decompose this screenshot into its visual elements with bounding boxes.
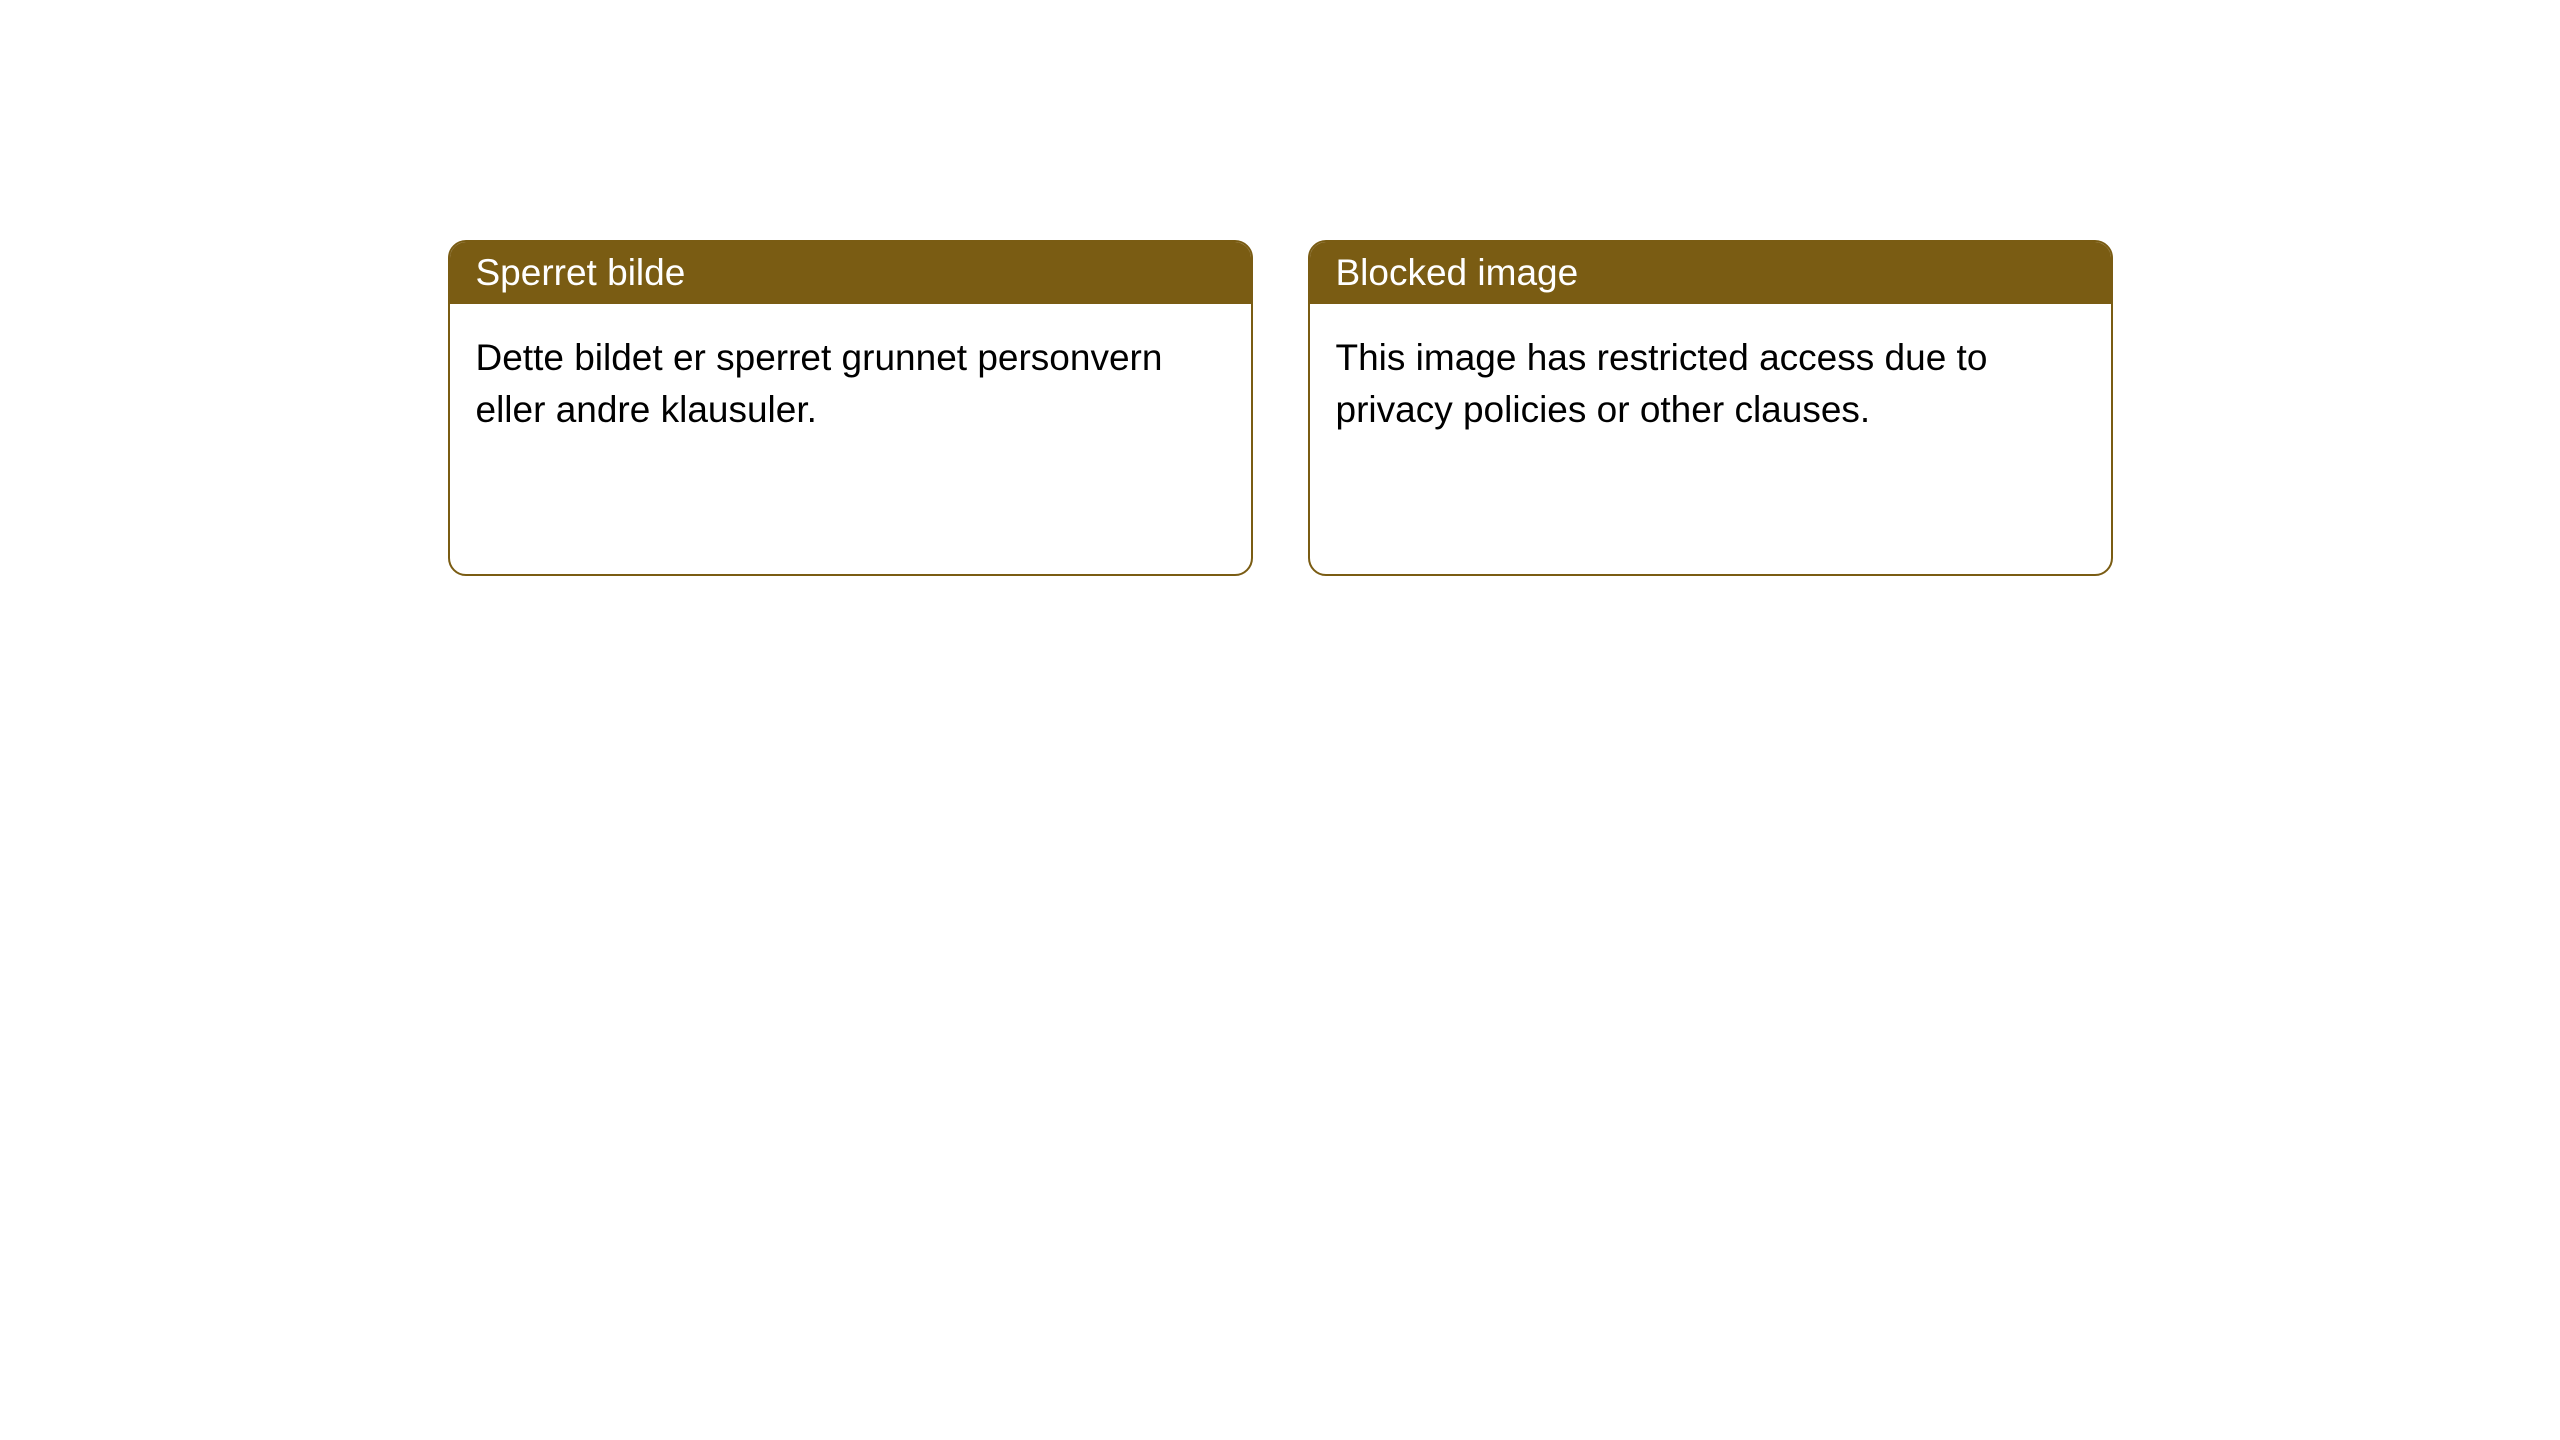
notice-body-norwegian: Dette bildet er sperret grunnet personve… bbox=[450, 304, 1251, 574]
notice-title-english: Blocked image bbox=[1310, 242, 2111, 304]
notice-container: Sperret bilde Dette bildet er sperret gr… bbox=[448, 240, 2113, 576]
notice-title-norwegian: Sperret bilde bbox=[450, 242, 1251, 304]
notice-card-norwegian: Sperret bilde Dette bildet er sperret gr… bbox=[448, 240, 1253, 576]
notice-body-english: This image has restricted access due to … bbox=[1310, 304, 2111, 574]
notice-card-english: Blocked image This image has restricted … bbox=[1308, 240, 2113, 576]
